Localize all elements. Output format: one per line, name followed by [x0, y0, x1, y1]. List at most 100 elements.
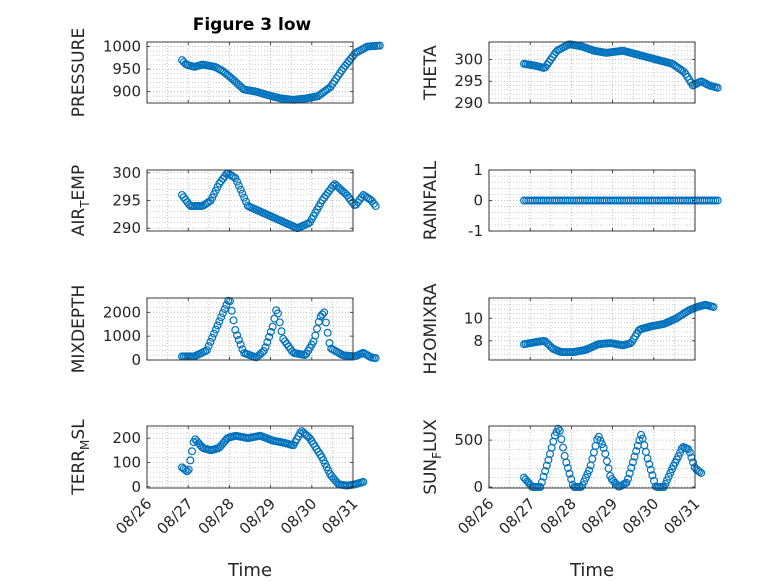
data-point	[229, 316, 238, 325]
data-point	[685, 448, 694, 457]
data-point	[713, 196, 722, 205]
subplot-rainfall: -1 0 1 RAINFALL	[421, 160, 722, 240]
data-point	[275, 318, 284, 327]
y-tick-label: 1000	[103, 327, 141, 345]
axes-box	[146, 297, 354, 361]
data-point	[238, 189, 247, 198]
y-tick-label: 0	[473, 192, 483, 210]
series-markers	[178, 296, 380, 363]
data-point	[220, 304, 229, 313]
y-axis-label: MIXDEPTH	[69, 285, 89, 374]
data-point	[643, 454, 652, 463]
data-point	[581, 473, 590, 482]
data-point	[259, 347, 268, 356]
y-tick-label: 950	[112, 60, 141, 78]
data-point	[536, 483, 545, 492]
data-point	[583, 470, 592, 479]
data-point	[563, 464, 572, 473]
subplot-mixdepth: 0 1000 2000 MIXDEPTH	[69, 285, 380, 374]
data-point	[320, 308, 329, 317]
x-axis-label: Time	[227, 560, 272, 581]
y-axis-label: PRESSURE	[69, 28, 89, 117]
y-axis-label: RAINFALL	[421, 160, 441, 240]
data-point	[202, 346, 211, 355]
data-point	[663, 476, 672, 485]
data-point	[695, 467, 704, 476]
data-point	[602, 457, 611, 466]
y-axis-label: SUNFLUX	[421, 419, 444, 495]
y-tick-label: 0	[131, 351, 141, 369]
data-point	[234, 335, 243, 344]
data-point	[208, 333, 217, 342]
data-point	[541, 467, 550, 476]
data-point	[562, 458, 571, 467]
data-point	[184, 465, 193, 474]
data-point	[646, 465, 655, 474]
data-point	[601, 449, 610, 458]
data-point	[371, 202, 380, 211]
axes-box	[146, 41, 354, 104]
data-point	[375, 41, 384, 50]
data-point	[266, 327, 275, 336]
data-point	[359, 477, 368, 486]
data-point	[709, 303, 718, 312]
data-point	[236, 185, 245, 194]
data-point	[371, 354, 380, 363]
data-point	[261, 343, 270, 352]
data-point	[645, 460, 654, 469]
figure-title: Figure 3 low	[193, 15, 312, 35]
data-point	[201, 347, 210, 356]
y-axis-label: H2OMIXRA	[421, 283, 441, 374]
data-point	[567, 475, 576, 484]
data-point	[580, 477, 589, 486]
series-markers	[520, 300, 718, 357]
data-point	[661, 480, 670, 489]
data-point	[183, 467, 192, 476]
y-axis-label: AIRTEMP	[69, 165, 92, 236]
data-point	[240, 193, 249, 202]
data-point	[555, 426, 564, 435]
y-tick-label: 300	[454, 50, 483, 68]
data-point	[206, 337, 215, 346]
data-point	[318, 310, 327, 319]
data-point	[598, 440, 607, 449]
y-axis-label: THETA	[421, 45, 441, 101]
data-point	[234, 181, 243, 190]
data-point	[628, 458, 637, 467]
y-tick-label: 8	[473, 332, 483, 350]
subplot-theta: 290 295 300 THETA	[421, 40, 722, 112]
axes-box	[488, 297, 696, 361]
data-point	[277, 327, 286, 336]
y-tick-label: 290	[454, 94, 483, 112]
data-point	[329, 181, 338, 190]
data-point	[537, 478, 546, 487]
data-point	[325, 339, 334, 348]
y-tick-label: 100	[112, 453, 141, 471]
y-tick-label: 200	[112, 429, 141, 447]
data-point	[231, 325, 240, 334]
series-markers	[520, 196, 722, 205]
data-point	[181, 465, 190, 474]
axes-box	[146, 425, 354, 489]
data-point	[565, 469, 574, 478]
data-point	[323, 328, 332, 337]
data-point	[604, 464, 613, 473]
series-markers	[178, 169, 380, 233]
data-point	[578, 481, 587, 490]
subplot-pressure: 900 950 1000 PRESSURE	[69, 28, 384, 117]
data-point	[674, 452, 683, 461]
data-point	[596, 436, 605, 445]
data-point	[622, 478, 631, 487]
data-point	[713, 83, 722, 92]
data-point	[187, 447, 196, 456]
data-point	[637, 430, 646, 439]
data-point	[709, 196, 718, 205]
y-tick-label: 500	[454, 431, 483, 449]
y-tick-label: 0	[473, 478, 483, 496]
data-point	[268, 322, 277, 331]
y-tick-label: -1	[468, 222, 483, 240]
series-markers	[178, 427, 368, 490]
data-point	[664, 472, 673, 481]
data-point	[257, 348, 266, 357]
